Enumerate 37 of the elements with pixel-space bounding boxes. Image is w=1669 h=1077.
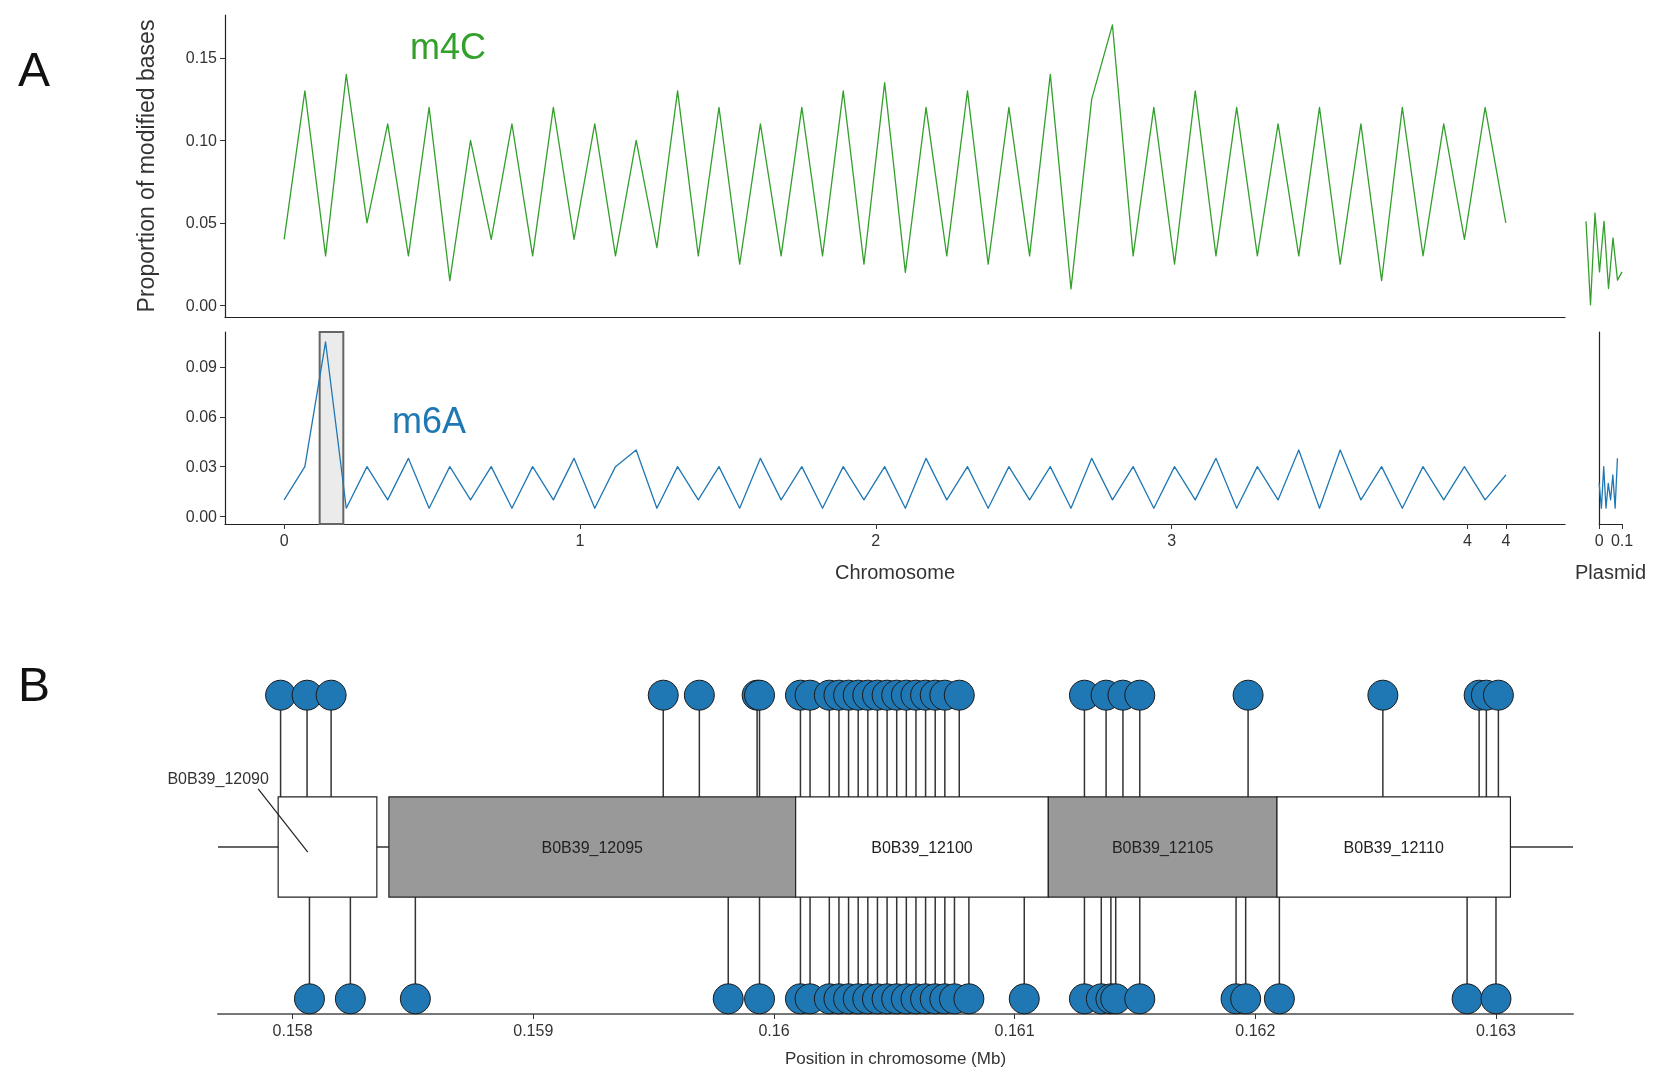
x-tick-label: 0 [1594,531,1604,549]
y-tick-label: 0.15 [185,49,218,67]
y-tick-label: 0.00 [185,508,218,526]
y-tick-label: 0.00 [185,296,218,314]
x-tick-label: 0.161 [994,1021,1035,1039]
band-label: B0B39_12090 [167,770,269,789]
x-tick-label: 0 [279,531,289,549]
y-tick-label: 0.06 [185,408,218,426]
text: A [18,42,51,96]
band-label: B0B39_12095 [541,838,644,857]
x-tick-label: 0.162 [1235,1021,1276,1039]
y-axis-title: Proportion of modified bases [132,19,159,313]
series-label: m4C [410,25,487,67]
x-axis-title: Position in chromosome (Mb) [784,1049,1007,1068]
text: B [18,657,51,711]
y-tick-label: 0.10 [185,131,218,149]
x-tick-label: 0.158 [272,1021,313,1039]
line-series [283,24,1507,290]
y-tick-label: 0.03 [185,458,218,476]
x-axis-title: Chromosome [834,561,956,583]
band-label: B0B39_12110 [1343,838,1444,857]
x-axis-title: Plasmid [1575,561,1647,583]
band-label: B0B39_12105 [1111,838,1214,857]
x-tick-label: 0.159 [513,1021,554,1039]
series-label: m6A [392,399,467,441]
x-tick-label: 4 [1501,531,1511,549]
band-label: B0B39_12100 [871,838,973,857]
x-tick-label: 0.16 [758,1021,790,1039]
x-tick-label: 3 [1167,531,1177,549]
line-series [283,341,1507,509]
y-tick-label: 0.05 [185,214,218,232]
x-tick-label: 1 [575,531,585,549]
y-tick-label: 0.09 [185,358,218,376]
x-tick-label: 2 [871,531,881,549]
x-tick-label: 0.163 [1475,1021,1517,1039]
x-tick-label: 0.1 [1610,531,1634,549]
x-tick-label: 4 [1462,531,1472,549]
